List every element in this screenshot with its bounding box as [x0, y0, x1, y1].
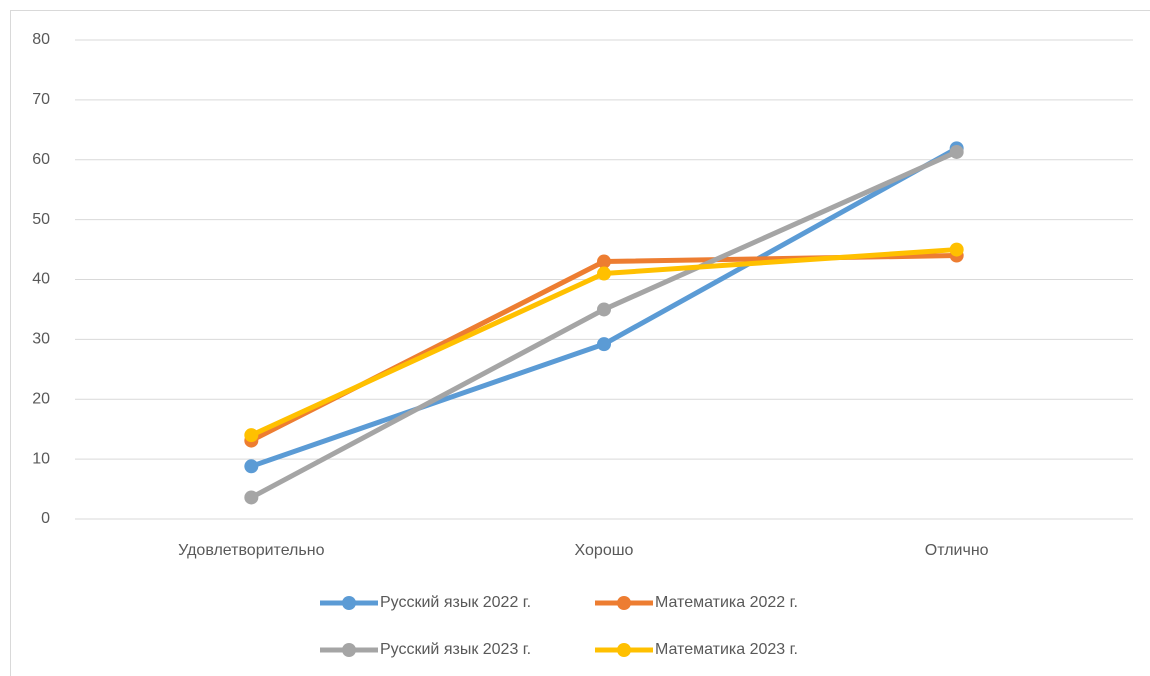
marker	[244, 428, 259, 443]
x-tick-label: Отлично	[925, 542, 989, 559]
y-tick-label: 70	[32, 91, 50, 108]
y-tick-label: 0	[41, 510, 50, 527]
y-tick-label: 10	[32, 450, 50, 467]
legend-label: Математика 2023 г.	[655, 641, 798, 658]
marker	[597, 254, 611, 269]
marker	[949, 144, 964, 159]
y-tick-label: 20	[32, 390, 50, 407]
legend-label: Русский язык 2023 г.	[380, 641, 531, 658]
legend-marker	[342, 643, 356, 657]
marker	[597, 337, 611, 352]
legend-marker	[617, 643, 631, 657]
series-line	[248, 149, 960, 500]
legend-label: Русский язык 2022 г.	[380, 594, 531, 611]
marker	[597, 266, 611, 281]
chart-border	[10, 10, 1150, 676]
y-tick-label: 60	[32, 151, 50, 168]
y-tick-label: 40	[32, 271, 50, 288]
y-tick-label: 80	[32, 31, 50, 48]
marker	[949, 242, 964, 257]
legend-label: Математика 2022 г.	[655, 594, 798, 611]
legend-marker	[617, 596, 631, 610]
marker	[597, 302, 611, 317]
legend-marker	[342, 596, 356, 610]
y-tick-label: 50	[32, 211, 50, 228]
x-tick-label: Хорошо	[575, 542, 634, 559]
marker	[244, 490, 259, 505]
x-tick-label: Удовлетворительно	[178, 542, 324, 559]
y-tick-label: 30	[32, 331, 50, 348]
marker	[244, 459, 259, 474]
